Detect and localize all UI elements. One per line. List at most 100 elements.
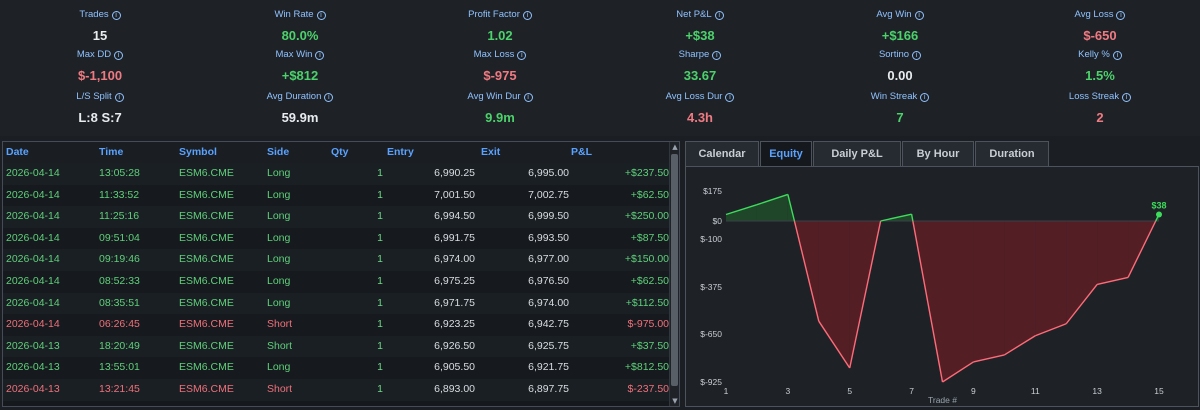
cell-qty: 1 [377, 361, 383, 374]
table-scrollbar[interactable]: ▲ ▼ [669, 142, 679, 406]
table-row[interactable]: 2026-04-14 11:33:52 ESM6.CME Long 1 7,001.50 7… [3, 184, 671, 207]
cell-exit: 6,897.75 [528, 382, 569, 395]
info-icon[interactable]: i [114, 93, 124, 102]
cell-time: 08:52:33 [99, 274, 140, 287]
cell-exit: 6,976.50 [528, 274, 569, 287]
cell-qty: 1 [377, 253, 383, 266]
info-icon[interactable]: i [1116, 11, 1126, 20]
info-icon[interactable]: i [315, 51, 325, 60]
table-row[interactable]: 2026-04-13 13:21:45 ESM6.CME Short 1 6,893.00… [3, 378, 671, 401]
tab-calendar[interactable]: Calendar [685, 141, 759, 166]
stat-label-text: Avg Loss [1074, 9, 1114, 20]
table-row[interactable]: 2026-04-13 13:55:01 ESM6.CME Long 1 6,905.50 6… [3, 357, 671, 379]
tab-daily-p-l[interactable]: Daily P&L [813, 141, 901, 166]
table-row[interactable]: 2026-04-14 06:26:45 ESM6.CME Short 1 6,923.25… [3, 314, 671, 336]
equity-line-negative [942, 361, 974, 383]
chart-panel: Calendar Equity Daily P&L By Hour Duration $… [685, 141, 1199, 407]
equity-line-negative [1035, 323, 1067, 337]
cell-side: Long [267, 167, 291, 179]
column-header-pnl[interactable]: P&L [571, 146, 592, 158]
cell-symbol: ESM6.CME [179, 361, 234, 374]
x-tick-label: 1 [724, 386, 729, 396]
cell-qty: 1 [377, 274, 383, 287]
table-row[interactable]: 2026-04-14 13:05:28 ESM6.CME Long 1 6,990.25 6… [3, 163, 671, 185]
cell-entry: 6,975.25 [434, 274, 475, 287]
column-header-symbol[interactable]: Symbol [179, 146, 217, 158]
info-icon[interactable]: i [714, 11, 724, 20]
stat-label-text: Win Rate [274, 9, 314, 20]
cell-side: Short [267, 339, 293, 352]
cell-pnl: +$150.00 [624, 253, 669, 266]
stat-value: 59.9m [281, 110, 319, 125]
info-icon[interactable]: i [517, 51, 527, 60]
stat-label: Profit Factor i [400, 8, 600, 22]
cell-symbol: ESM6.CME [179, 318, 234, 331]
stat-label-text: Loss Streak [1068, 91, 1120, 102]
scroll-up-icon[interactable]: ▲ [672, 143, 678, 151]
info-icon[interactable]: i [324, 93, 334, 102]
cell-entry: 6,923.25 [434, 318, 475, 331]
tab-duration[interactable]: Duration [975, 141, 1049, 166]
table-row[interactable]: 2026-04-14 09:19:46 ESM6.CME Long 1 6,974.00 6… [3, 249, 671, 271]
table-row[interactable]: 2026-04-14 08:35:51 ESM6.CME Long 1 6,971.75 6… [3, 292, 671, 315]
stat-label: Sortino i [800, 48, 1000, 62]
cell-date: 2026-04-13 [6, 382, 60, 395]
column-header-entry[interactable]: Entry [387, 146, 414, 158]
cell-time: 06:26:45 [99, 318, 140, 331]
equity-fill-positive [880, 214, 912, 221]
column-header-time[interactable]: Time [99, 146, 124, 158]
stat-win-streak: Win Streak i 7 [800, 90, 1000, 128]
cell-time: 18:20:49 [99, 339, 140, 352]
column-header-qty[interactable]: Qty [331, 146, 349, 158]
stat-label-text: Avg Loss Dur [665, 91, 723, 102]
info-icon[interactable]: i [316, 11, 326, 20]
table-row[interactable]: 2026-04-14 08:52:33 ESM6.CME Long 1 6,975.25 6… [3, 270, 671, 293]
table-row[interactable]: 2026-04-14 09:51:04 ESM6.CME Long 1 6,991.75 6… [3, 227, 671, 250]
stat-max-dd: Max DD i $-1,100 [0, 48, 200, 86]
tab-equity[interactable]: Equity [760, 141, 812, 167]
stat-profit-factor: Profit Factor i 1.02 [400, 8, 600, 46]
stat-label: Loss Streak i [1000, 90, 1200, 104]
info-icon[interactable]: i [912, 51, 922, 60]
scroll-down-icon[interactable]: ▼ [672, 397, 678, 405]
equity-line-positive [910, 214, 914, 222]
cell-time: 13:55:01 [99, 361, 140, 374]
cell-qty: 1 [377, 339, 383, 352]
info-icon[interactable]: i [522, 11, 532, 20]
column-header-date[interactable]: Date [6, 146, 29, 158]
stat-label: Max DD i [0, 48, 200, 62]
info-icon[interactable]: i [914, 11, 924, 20]
stat-value: 0.00 [887, 68, 913, 83]
info-icon[interactable]: i [920, 93, 930, 102]
info-icon[interactable]: i [712, 51, 722, 60]
equity-fill-negative [1066, 221, 1098, 324]
equity-line-negative [1096, 276, 1129, 286]
stat-label: Win Rate i [200, 8, 400, 22]
info-icon[interactable]: i [523, 93, 533, 102]
stat-label: L/S Split i [0, 90, 200, 104]
table-row[interactable]: 2026-04-14 11:25:16 ESM6.CME Long 1 6,994.50 6… [3, 206, 671, 228]
stat-sortino: Sortino i 0.00 [800, 48, 1000, 86]
cell-date: 2026-04-14 [6, 253, 60, 266]
stat-label: Win Streak i [800, 90, 1000, 104]
tab-by-hour[interactable]: By Hour [902, 141, 974, 166]
info-icon[interactable]: i [114, 51, 124, 60]
scroll-thumb[interactable] [671, 154, 678, 386]
stat-label-text: Avg Duration [266, 91, 322, 102]
stat-kelly: Kelly % i 1.5% [1000, 48, 1200, 86]
stat-win-rate: Win Rate i 80.0% [200, 8, 400, 46]
info-icon[interactable]: i [111, 11, 121, 20]
info-icon[interactable]: i [1122, 93, 1132, 102]
cell-time: 13:21:45 [99, 382, 140, 395]
cell-side: Short [267, 382, 293, 395]
cell-date: 2026-04-14 [6, 274, 60, 287]
info-icon[interactable]: i [1112, 51, 1122, 60]
info-icon[interactable]: i [725, 93, 735, 102]
column-header-side[interactable]: Side [267, 146, 290, 158]
column-header-exit[interactable]: Exit [481, 146, 501, 158]
table-row[interactable]: 2026-04-13 18:20:49 ESM6.CME Short 1 6,926.50… [3, 335, 671, 358]
y-tick-label: $0 [713, 216, 723, 226]
equity-fill-negative [1035, 221, 1067, 336]
stat-avg-win: Avg Win i +$166 [800, 8, 1000, 46]
stat-avg-duration: Avg Duration i 59.9m [200, 90, 400, 128]
